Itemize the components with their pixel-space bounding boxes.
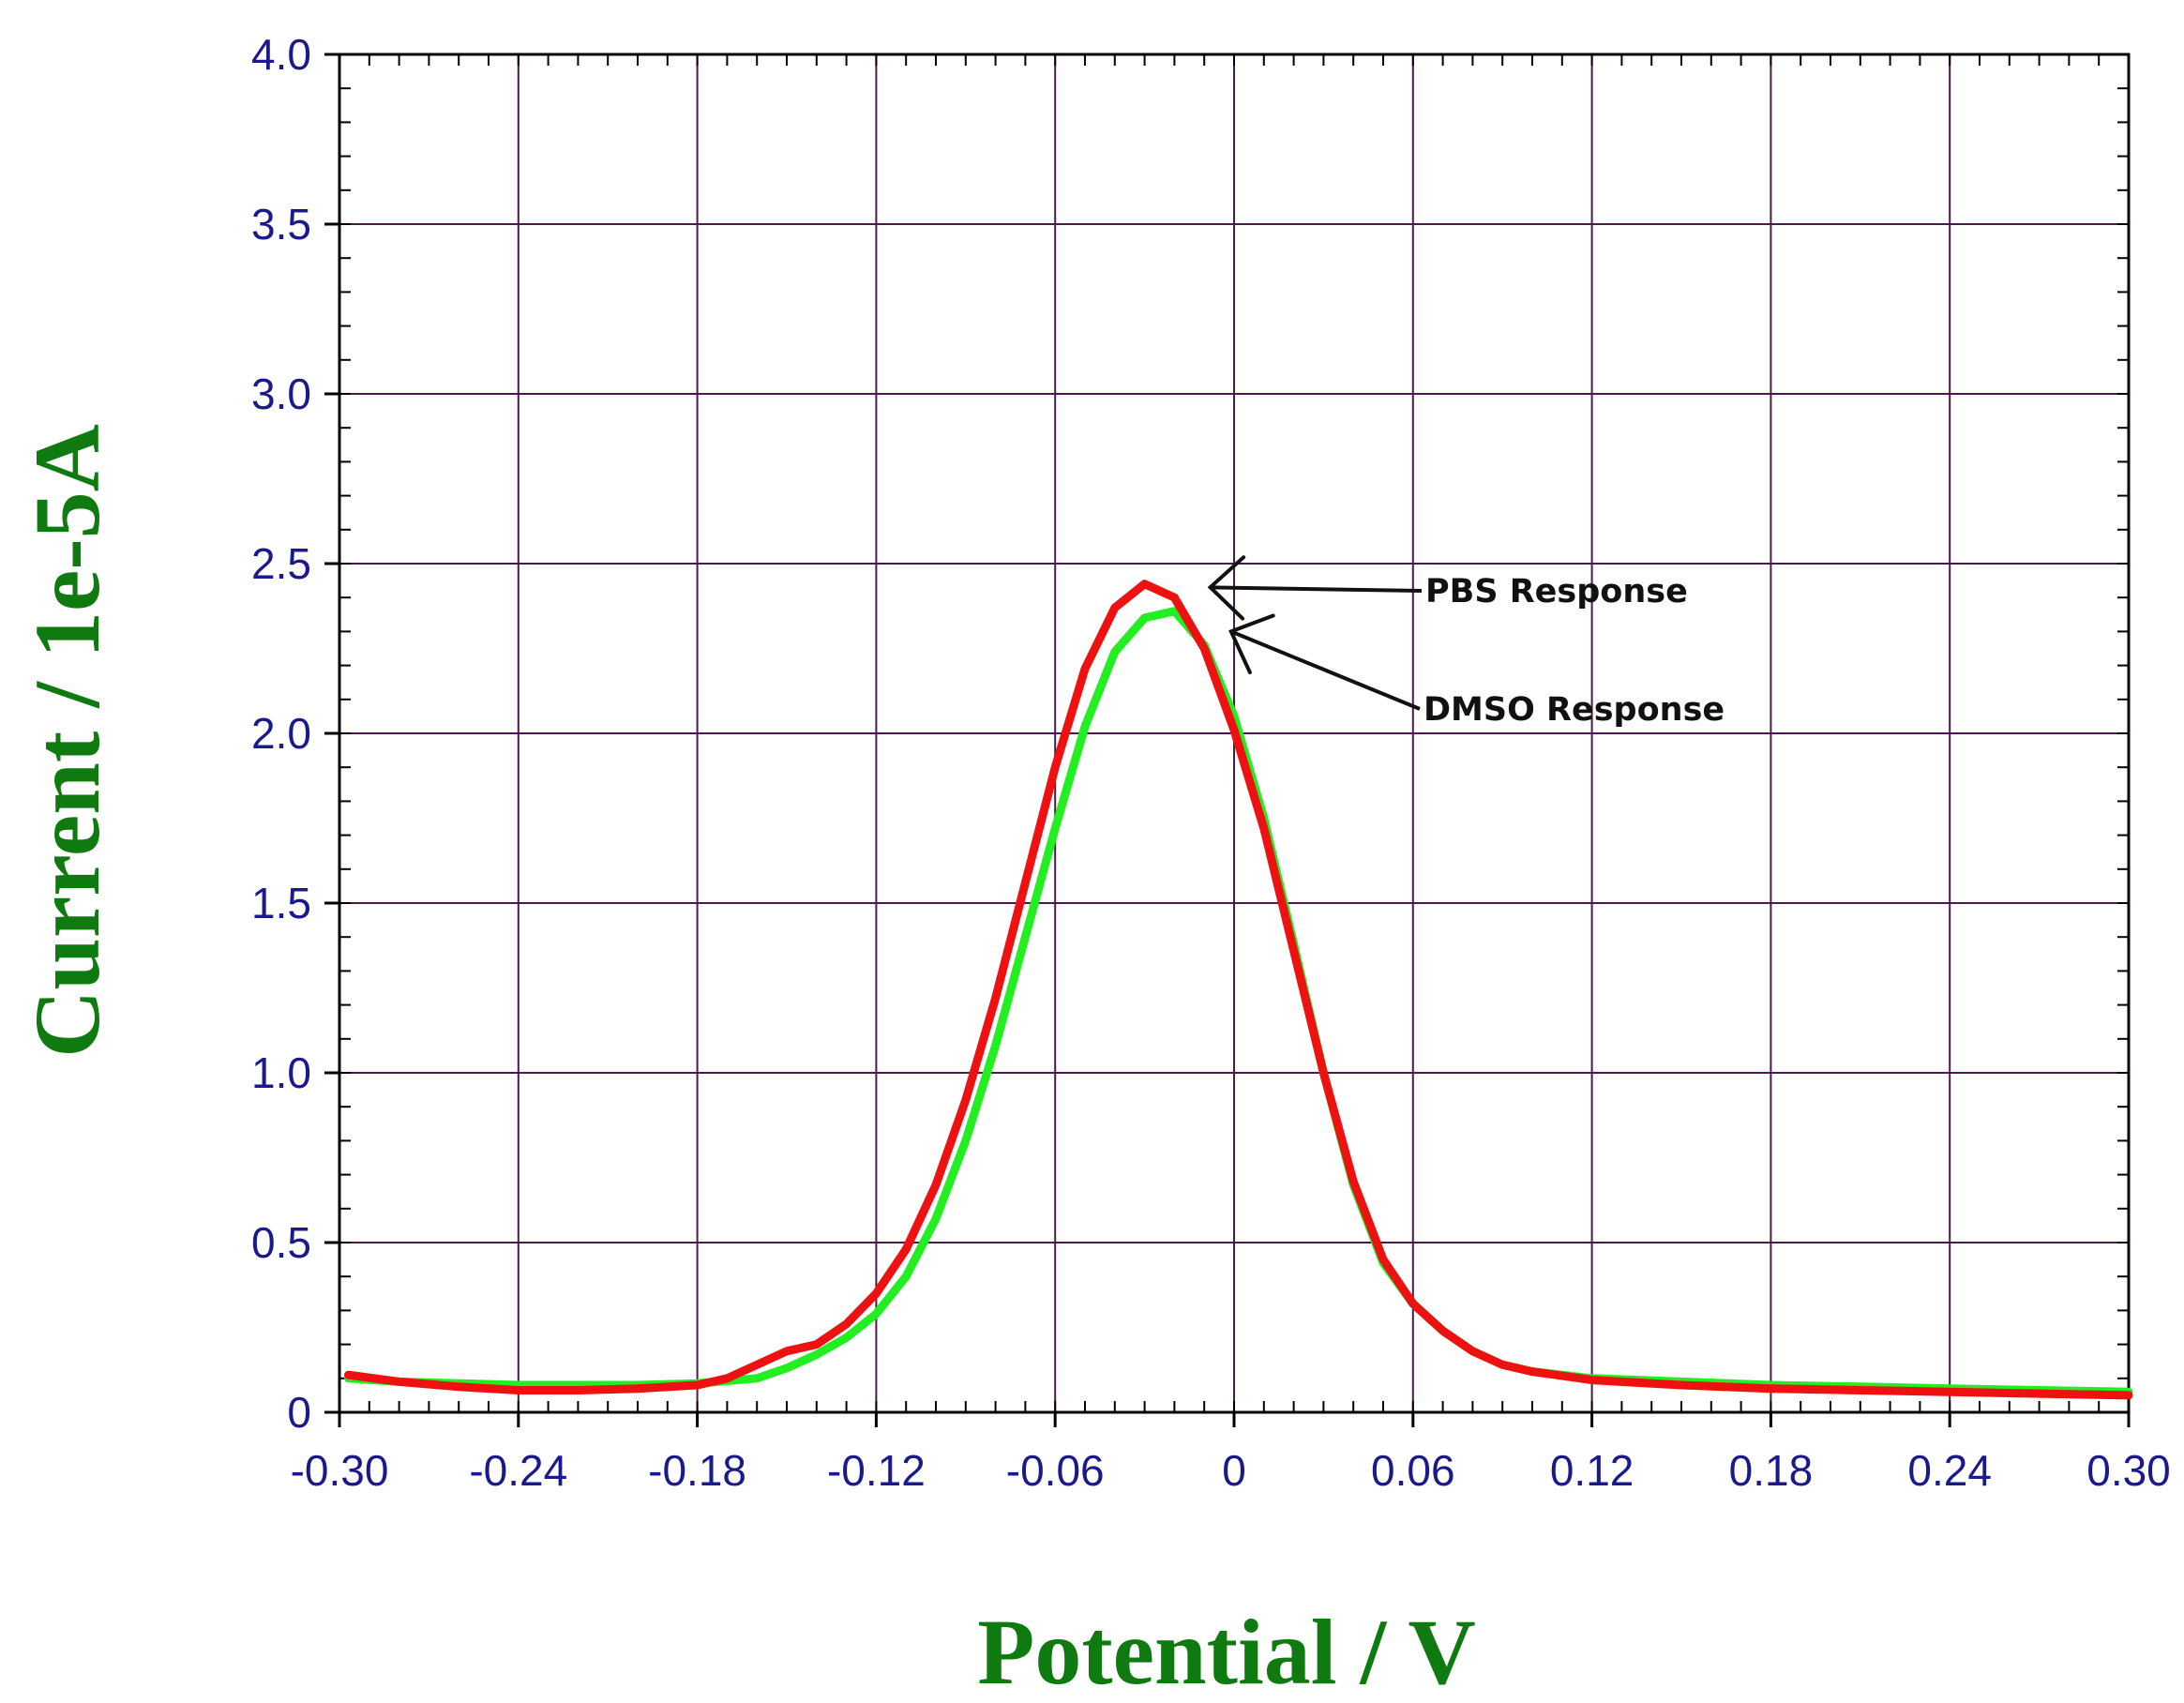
y-tick-label: 1.0	[251, 1048, 311, 1097]
y-tick-label: 2.0	[251, 709, 311, 758]
x-tick-label: -0.18	[648, 1446, 746, 1495]
y-tick-label: 3.0	[251, 369, 311, 418]
y-tick-label: 4.0	[251, 30, 311, 79]
annotations: PBS Response DMSO Response	[1207, 555, 1725, 729]
annotation-arrow-line	[1210, 585, 1423, 593]
annotation-arrow-head	[1228, 613, 1275, 674]
x-tick-label: -0.12	[827, 1446, 926, 1495]
x-tick-label: -0.06	[1006, 1446, 1105, 1495]
y-tick-labels: 0 0.5 1.0 1.5 2.0 2.5 3.0 3.5 4.0	[251, 30, 311, 1437]
x-tick-label: -0.30	[291, 1446, 389, 1495]
annotation-arrow-head	[1207, 555, 1246, 621]
y-tick-label: 0.5	[251, 1218, 311, 1267]
series-line-dmso-response	[344, 607, 2133, 1396]
y-tick-label: 3.5	[251, 200, 311, 249]
x-tick-label: 0.06	[1371, 1446, 1455, 1495]
x-axis-title: Potential / V	[977, 1600, 1475, 1703]
y-axis-title: Current / 1e-5A	[15, 424, 119, 1058]
y-tick-label: 0	[287, 1388, 311, 1437]
x-tick-label: 0.18	[1729, 1446, 1814, 1495]
y-tick-label: 1.5	[251, 879, 311, 927]
annotation-arrow-line	[1230, 629, 1421, 711]
x-tick-label: 0.24	[1907, 1446, 1992, 1495]
x-tick-labels: -0.30 -0.24 -0.18 -0.12 -0.06 0 0.06 0.12 0.18 0.…	[291, 1446, 2171, 1495]
x-tick-label: 0	[1222, 1446, 1246, 1495]
x-tick-label: 0.30	[2086, 1446, 2171, 1495]
series-lines	[344, 580, 2133, 1400]
annotation-label: DMSO Response	[1423, 691, 1725, 729]
minor-ticks	[324, 53, 2131, 1427]
plot-border	[338, 53, 2131, 1414]
series-line-pbs-response	[344, 580, 2133, 1400]
plot-frame	[338, 53, 2131, 1414]
annotation-label: PBS Response	[1425, 573, 1688, 610]
y-tick-label: 2.5	[251, 539, 311, 588]
x-tick-label: 0.12	[1550, 1446, 1634, 1495]
x-tick-label: -0.24	[469, 1446, 567, 1495]
